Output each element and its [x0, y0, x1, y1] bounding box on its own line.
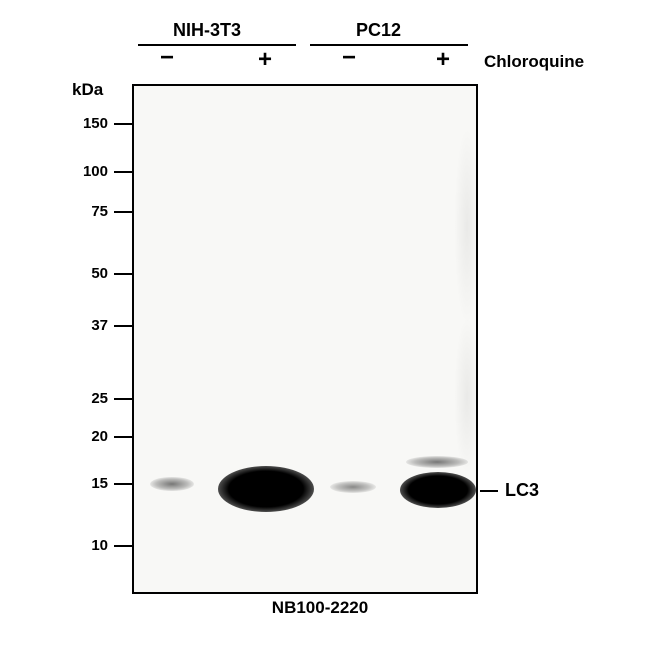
- ladder-tick: [114, 483, 132, 485]
- cell-line-label-2: PC12: [356, 20, 401, 41]
- blot-membrane: [132, 84, 478, 594]
- ladder-marker: 20: [78, 428, 132, 445]
- treatment-symbol-4: +: [428, 50, 458, 70]
- treatment-row: − + − + Chloroquine: [40, 50, 600, 76]
- band-lane1-faint: [150, 477, 194, 491]
- ladder-marker: 50: [78, 265, 132, 282]
- ladder-tick: [114, 171, 132, 173]
- ladder-tick: [114, 211, 132, 213]
- ladder-marker: 10: [78, 537, 132, 554]
- ladder-tick: [114, 123, 132, 125]
- treatment-symbol-3: −: [334, 48, 364, 68]
- treatment-label: Chloroquine: [484, 52, 584, 72]
- target-protein-tick: [480, 490, 498, 492]
- ladder-tick: [114, 436, 132, 438]
- treatment-symbol-1: −: [152, 48, 182, 68]
- band-lane2-strong: [218, 466, 314, 512]
- cell-line-header: NIH-3T3 PC12: [40, 20, 600, 44]
- background-smudge: [454, 316, 478, 476]
- treatment-symbol-2: +: [250, 50, 280, 70]
- ladder-marker: 150: [78, 115, 132, 132]
- ladder-marker: 100: [78, 163, 132, 180]
- ladder-marker: 25: [78, 390, 132, 407]
- catalog-number: NB100-2220: [40, 598, 600, 618]
- ladder-marker: 37: [78, 317, 132, 334]
- ladder-marker: 75: [78, 203, 132, 220]
- ladder-marker: 15: [78, 475, 132, 492]
- ladder-tick: [114, 325, 132, 327]
- band-lane4-upper: [406, 456, 468, 468]
- kda-label: kDa: [72, 80, 103, 100]
- background-smudge: [454, 126, 478, 326]
- cell-line-label-1: NIH-3T3: [173, 20, 241, 41]
- ladder-tick: [114, 273, 132, 275]
- ladder-tick: [114, 545, 132, 547]
- ladder-tick: [114, 398, 132, 400]
- target-protein-label: LC3: [505, 480, 539, 501]
- figure-container: NIH-3T3 PC12 − + − + Chloroquine kDa 150…: [40, 20, 600, 76]
- band-lane3-faint: [330, 481, 376, 493]
- band-lane4-strong: [400, 472, 476, 508]
